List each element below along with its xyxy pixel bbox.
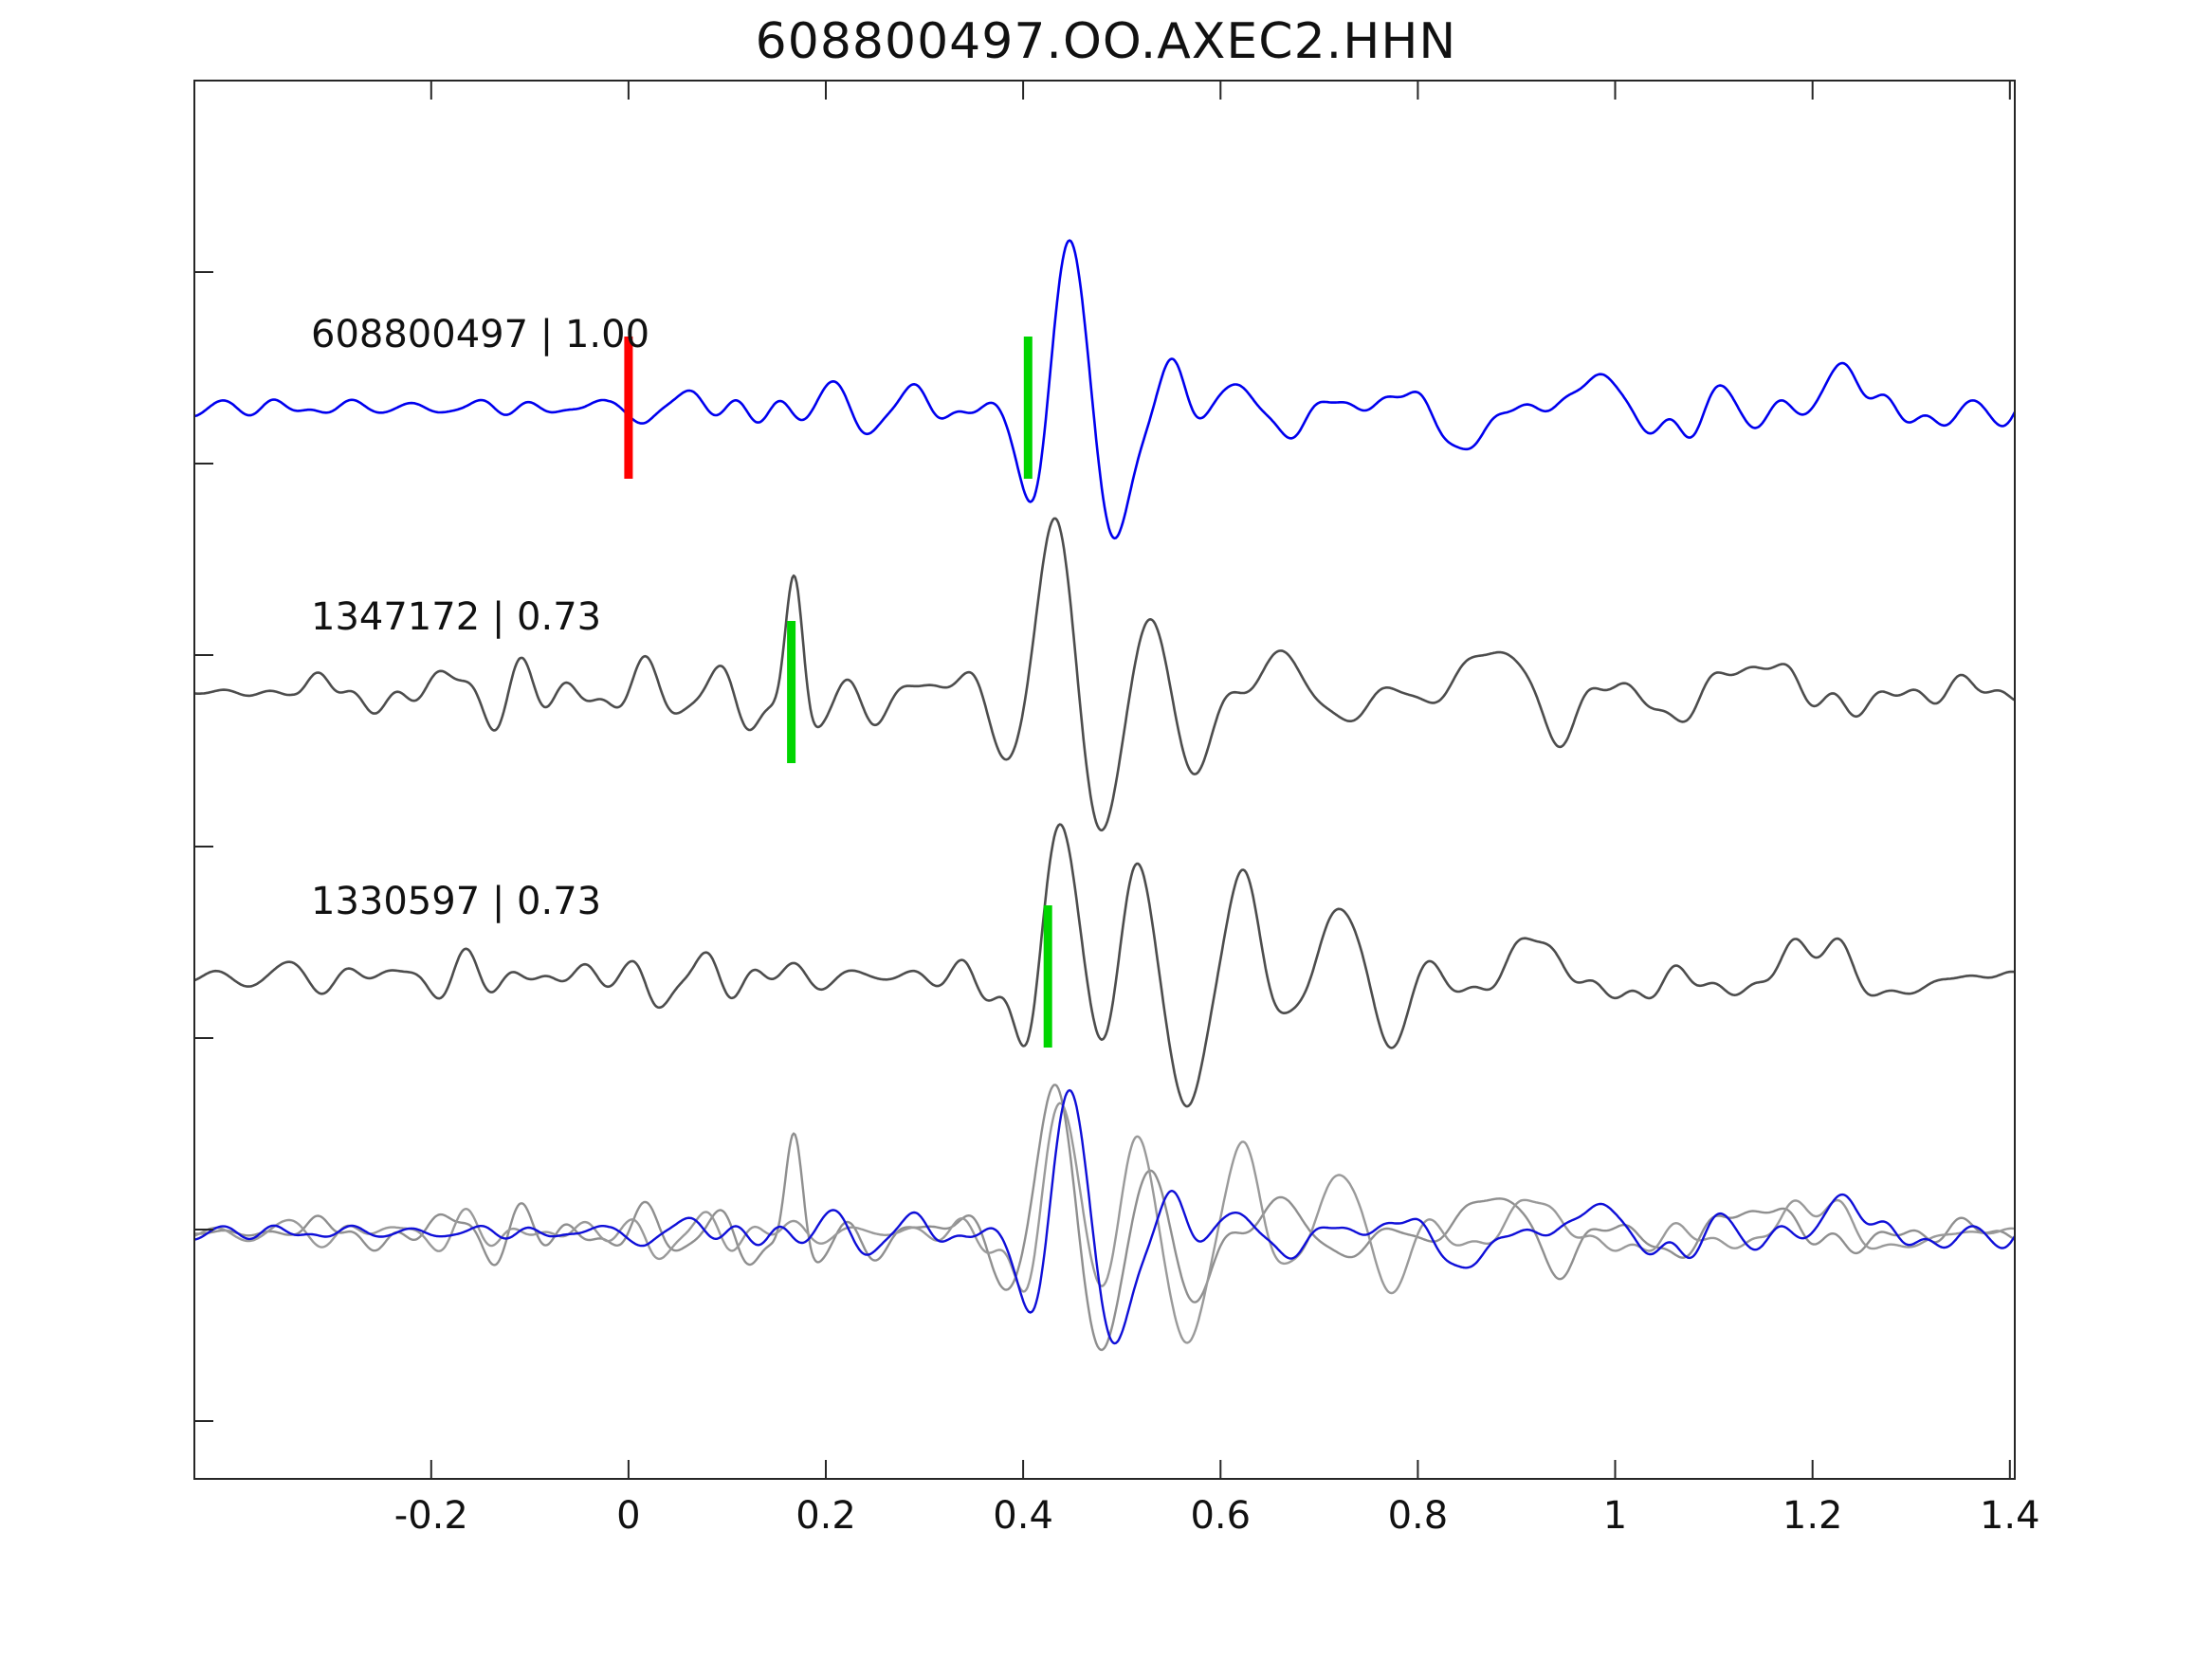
x-tick-label: 1	[1603, 1494, 1627, 1538]
pick-marker	[1023, 337, 1033, 479]
x-tick-label: 0.4	[993, 1494, 1053, 1538]
pick-marker	[1043, 905, 1052, 1048]
trace-1330597	[194, 823, 2015, 1108]
trace-608800497	[194, 239, 2015, 540]
axes-frame	[193, 80, 2016, 1480]
trace-label-candidate-2: 1330597 | 0.73	[311, 880, 602, 923]
x-tick-label: 0.8	[1388, 1494, 1449, 1538]
x-tick-label: 0	[616, 1494, 640, 1538]
trace-1347172	[194, 517, 2015, 832]
template-origin-marker	[624, 337, 633, 479]
x-tick-label: -0.2	[394, 1494, 468, 1538]
pick-marker	[787, 621, 796, 763]
page-title: 608800497.OO.AXEC2.HHN	[755, 13, 1457, 70]
trace-label-template: 608800497 | 1.00	[311, 313, 650, 356]
x-tick-label: 1.4	[1980, 1494, 2040, 1538]
x-tick-label: 0.6	[1190, 1494, 1251, 1538]
x-tick-label: 1.2	[1782, 1494, 1843, 1538]
x-tick-label: 0.2	[795, 1494, 856, 1538]
overlay-trace-1347172	[194, 1084, 2015, 1352]
trace-label-candidate-1: 1347172 | 0.73	[311, 595, 602, 639]
overlay-trace-608800497	[194, 1088, 2015, 1345]
overlay-trace-1330597	[194, 1102, 2015, 1344]
